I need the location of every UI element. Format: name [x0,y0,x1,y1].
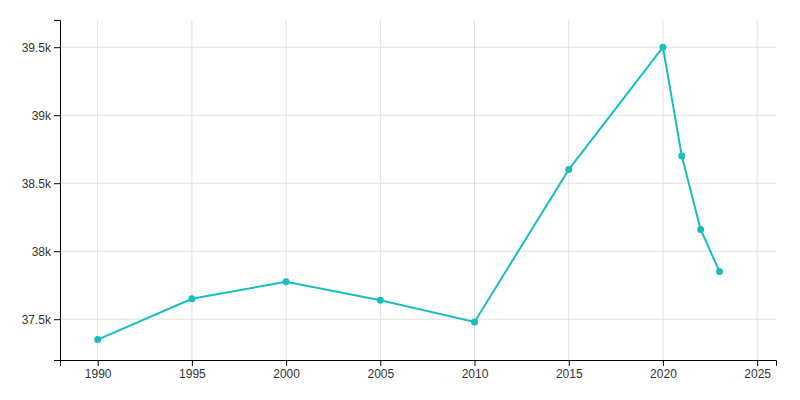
line [98,47,720,339]
x-tick: 2015 [556,360,583,381]
x-tick: 2000 [273,360,300,381]
x-tick-mark [757,360,758,366]
x-tick-label: 1995 [179,367,206,381]
grid-line-x [380,20,381,360]
grid-line-x [568,20,569,360]
grid-line-y [60,319,776,320]
plot: 1990 1995 2000 2005 2010 2015 2020 2025 37.5k 38k… [22,20,777,381]
x-tick: 1990 [85,360,112,381]
point [697,226,704,233]
chart: 1990 1995 2000 2005 2010 2015 2020 2025 37.5k 38k… [0,0,800,400]
y-tick-mark [54,183,60,184]
grid-line-y [60,183,776,184]
y-tick-label: 38.5k [22,177,52,191]
y-tick-mark [54,115,60,116]
y-tick-label: 38k [32,245,52,259]
x-tick-mark [475,360,476,366]
point [471,318,478,325]
x-axis-line [61,361,777,367]
x-tick-label: 2015 [556,367,583,381]
x-tick: 1995 [179,360,206,381]
y-axis-line [54,21,61,361]
y-tick: 39k [32,109,60,123]
point [283,278,290,285]
x-tick-mark [380,360,381,366]
x-tick-mark [98,360,99,366]
y-tick: 39.5k [22,41,60,55]
x-tick-label: 2010 [462,367,489,381]
x-tick-mark [569,360,570,366]
point [377,297,384,304]
grid-line-x [474,20,475,360]
point [659,44,666,51]
point [678,153,685,160]
x-tick-mark [663,360,664,366]
grid-line-x [286,20,287,360]
y-tick-mark [54,319,60,320]
grid-line-x [97,20,98,360]
y-tick: 38.5k [22,177,60,191]
point [716,268,723,275]
point [94,336,101,343]
grid-line-x [191,20,192,360]
x-tick-mark [286,360,287,366]
y-tick-label: 39k [32,109,52,123]
y-tick: 37.5k [22,313,60,327]
marks [94,44,723,343]
x-tick-label: 2000 [273,367,300,381]
grid-line-y [60,47,776,48]
grid-line-y [60,115,776,116]
grid-line-x [662,20,663,360]
grid [60,20,776,360]
grid-line-y [60,251,776,252]
y-tick: 38k [32,245,60,259]
x-axis: 1990 1995 2000 2005 2010 2015 2020 2025 [61,360,777,381]
x-tick: 2025 [744,360,771,381]
x-tick: 2010 [462,360,489,381]
x-tick: 2005 [367,360,394,381]
x-tick: 2020 [650,360,677,381]
y-axis: 37.5k 38k 38.5k 39k 39.5k [22,21,61,361]
point [188,295,195,302]
y-tick-mark [54,47,60,48]
x-tick-label: 2005 [367,367,394,381]
y-tick-label: 39.5k [22,41,52,55]
point [565,166,572,173]
x-tick-mark [192,360,193,366]
x-tick-label: 2025 [744,367,771,381]
y-tick-mark [54,251,60,252]
y-tick-label: 37.5k [22,313,52,327]
grid-line-x [757,20,758,360]
x-tick-label: 1990 [85,367,112,381]
x-tick-label: 2020 [650,367,677,381]
